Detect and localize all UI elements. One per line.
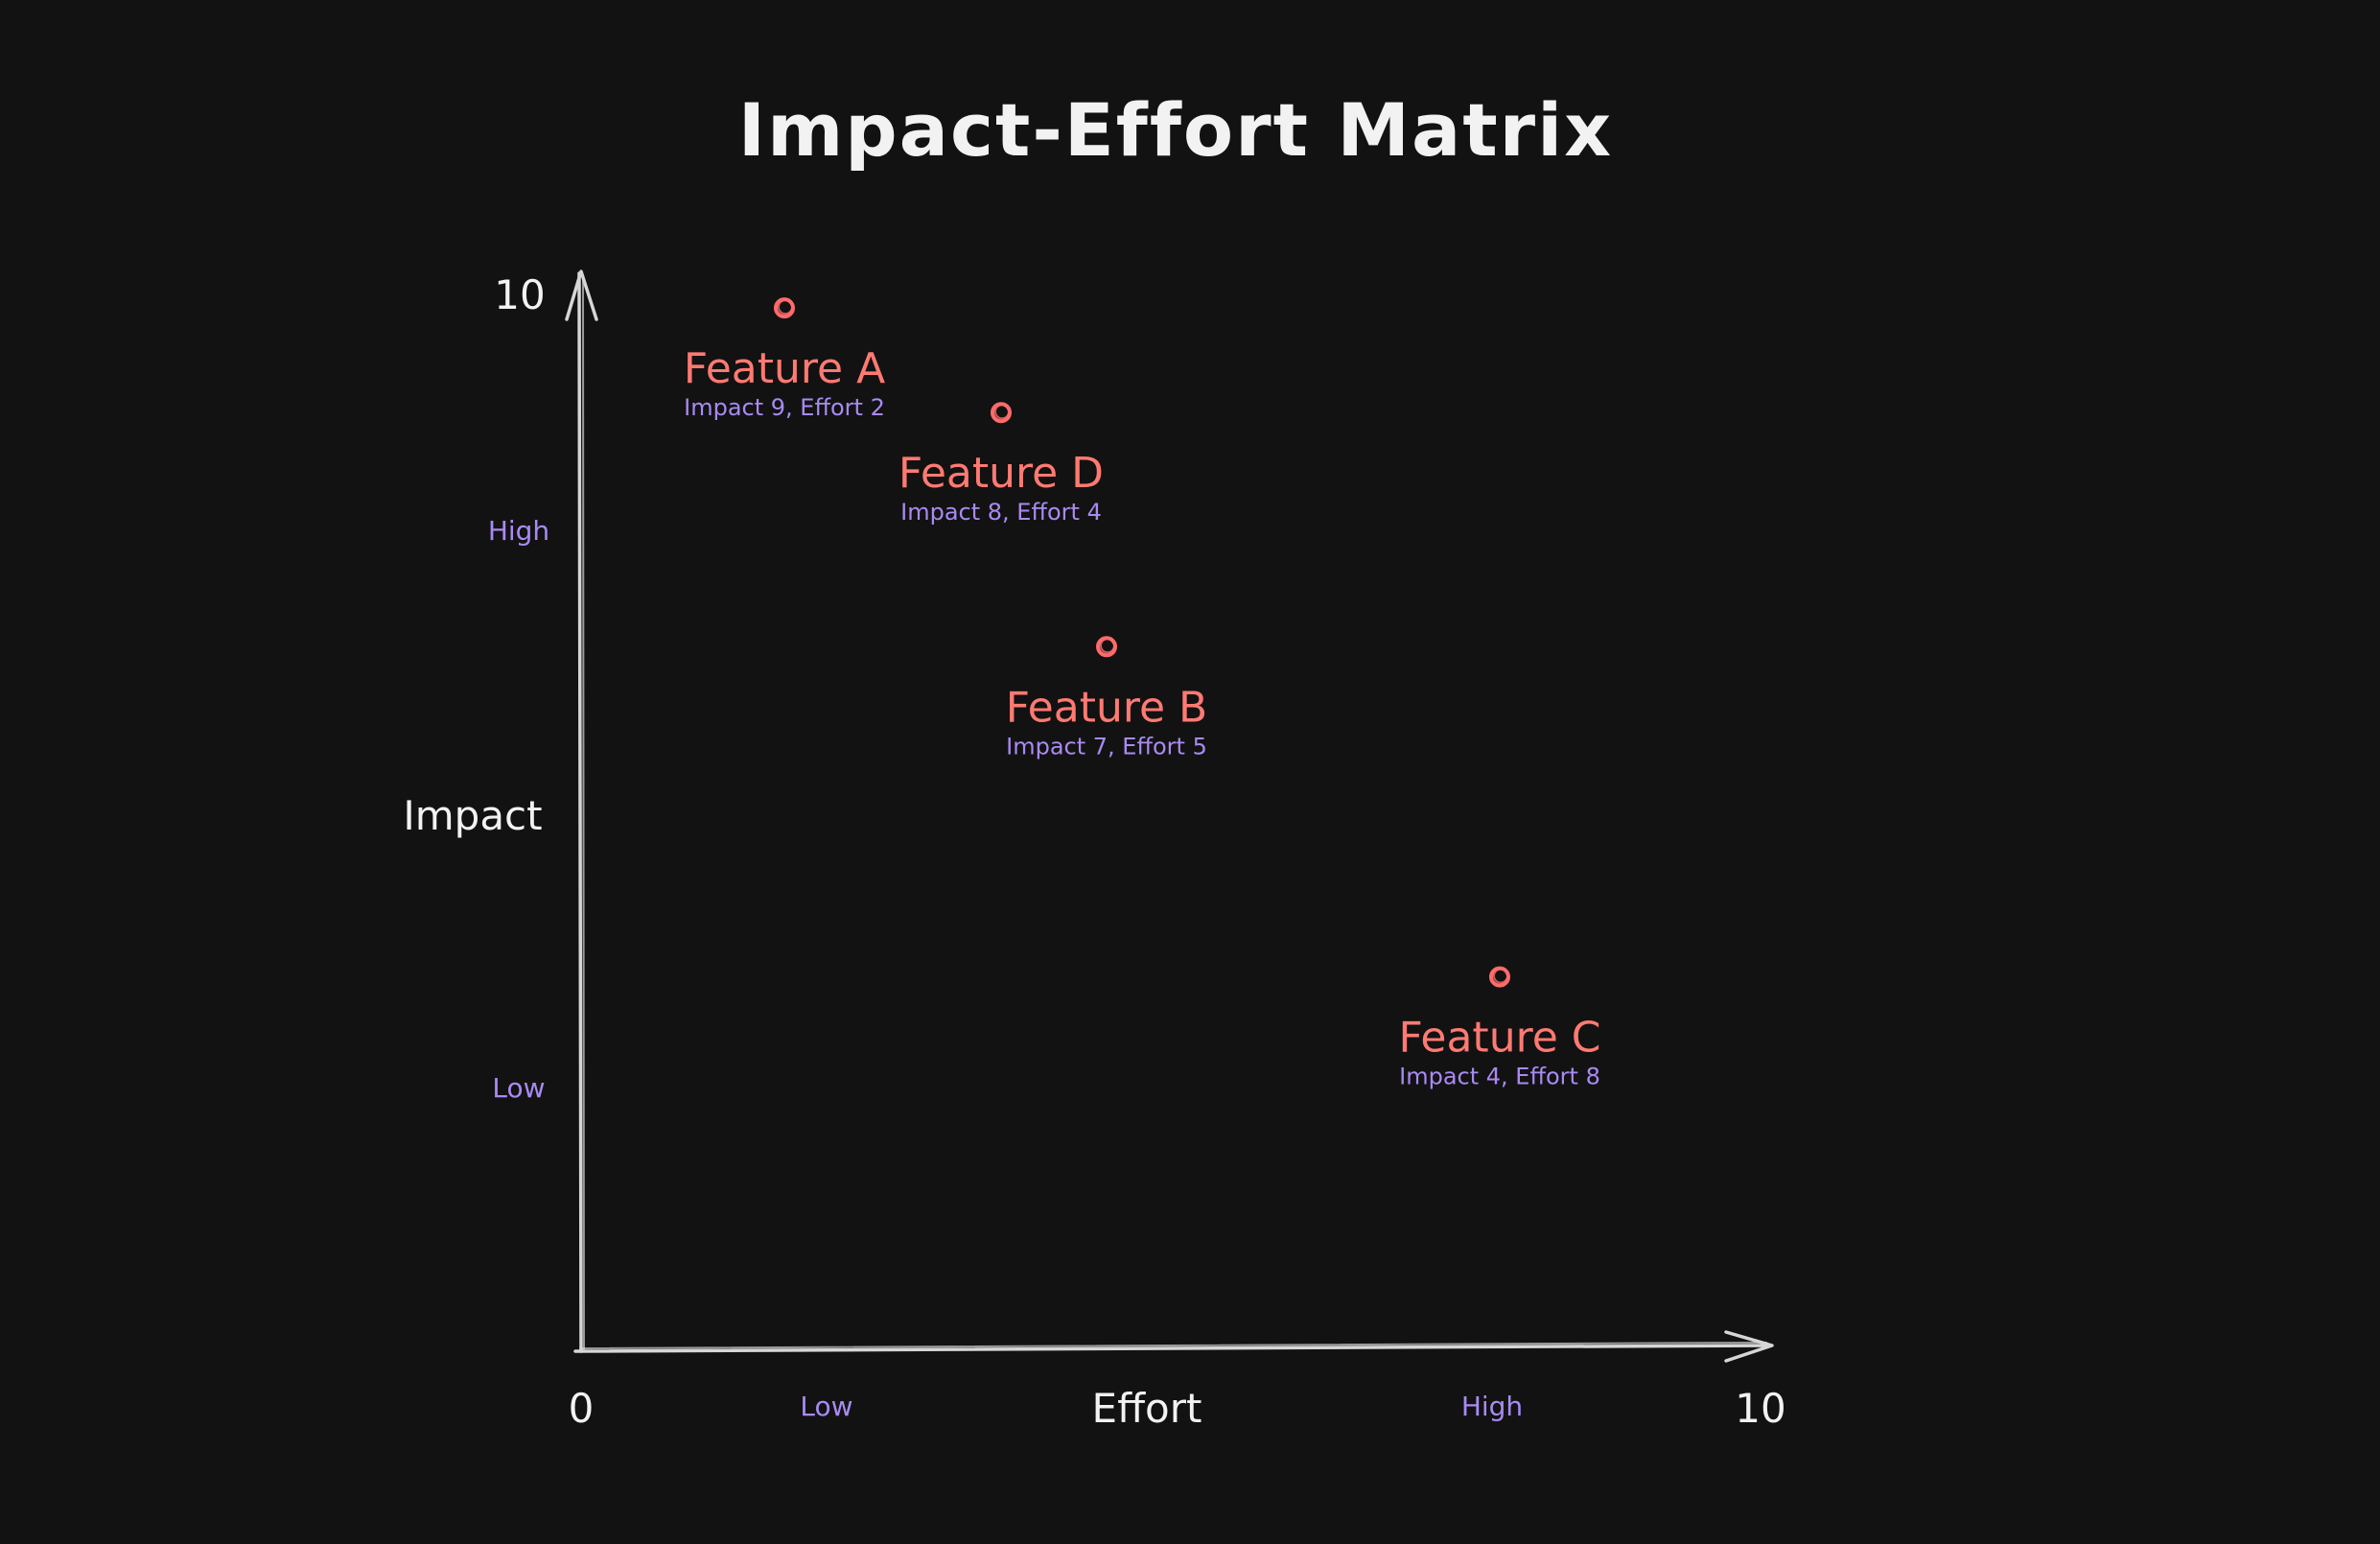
point-marker (1489, 966, 1510, 988)
point-marker (1096, 636, 1117, 658)
point-label: Feature A (684, 344, 885, 393)
chart-title: Impact-Effort Matrix (738, 87, 1613, 173)
x-tick-max: 10 (1735, 1385, 1785, 1432)
x-level-low: Low (800, 1391, 852, 1422)
point-marker-stroke (1493, 968, 1508, 984)
x-axis-arrowhead (1724, 1330, 1774, 1363)
point-marker (991, 402, 1012, 424)
point-detail: Impact 4, Effort 8 (1399, 1064, 1600, 1090)
point-detail: Impact 9, Effort 2 (684, 394, 885, 421)
x-tick-min: 0 (569, 1385, 595, 1432)
point-label: Feature D (898, 449, 1104, 498)
y-axis (565, 269, 598, 1353)
y-level-high: High (488, 515, 549, 547)
y-tick-max: 10 (494, 271, 545, 318)
point-detail: Impact 8, Effort 4 (900, 499, 1102, 526)
y-level-low: Low (492, 1072, 545, 1104)
y-axis-arrowhead (565, 269, 598, 321)
x-level-high: High (1461, 1391, 1523, 1422)
x-axis-title: Effort (1092, 1385, 1202, 1432)
point-label: Feature B (1006, 683, 1207, 732)
x-axis (573, 1330, 1774, 1363)
y-axis-title: Impact (403, 792, 542, 839)
point-detail: Impact 7, Effort 5 (1006, 733, 1207, 760)
point-marker (774, 297, 795, 319)
point-label: Feature C (1399, 1014, 1601, 1063)
point-marker-stroke (1100, 638, 1115, 654)
point-marker-stroke (778, 299, 793, 316)
point-marker-stroke (994, 404, 1010, 420)
